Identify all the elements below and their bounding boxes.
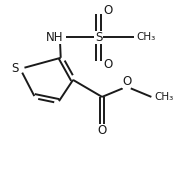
Text: O: O <box>104 58 113 71</box>
Text: O: O <box>122 75 131 88</box>
Text: O: O <box>104 4 113 17</box>
Text: O: O <box>98 124 107 137</box>
Text: S: S <box>95 31 102 44</box>
Text: NH: NH <box>46 31 63 44</box>
Text: CH₃: CH₃ <box>154 92 173 102</box>
Text: S: S <box>12 62 19 75</box>
Text: CH₃: CH₃ <box>136 32 156 42</box>
